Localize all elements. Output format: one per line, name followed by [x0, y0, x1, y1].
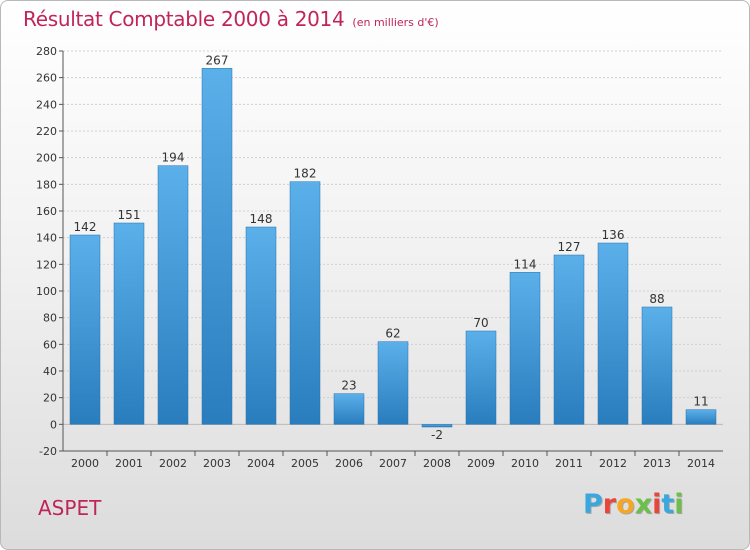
bar-2007: [377, 341, 409, 425]
y-tick-label: 40: [43, 365, 57, 378]
logo-letter: P: [583, 489, 603, 520]
y-tick-label: 60: [43, 338, 57, 351]
y-tick-label: 80: [43, 312, 57, 325]
y-tick-label: -20: [39, 445, 57, 458]
x-axis: 2000 2001 2002 2003 2004 2005 2006 2007 2008 2009…: [63, 450, 723, 470]
x-tick-label-2007: 2007: [379, 457, 407, 470]
value-label-2009: 70: [473, 316, 488, 330]
bar-2013: [641, 306, 673, 425]
x-tick-label-2008: 2008: [423, 457, 451, 470]
bar-2006: [333, 393, 365, 425]
x-tick-label-2010: 2010: [511, 457, 539, 470]
bar-2014: [685, 409, 717, 425]
y-tick-label: 120: [36, 258, 57, 271]
chart-title: Résultat Comptable 2000 à 2014 (en millie…: [23, 7, 439, 31]
value-label-2008: -2: [431, 428, 443, 442]
value-label-2014: 11: [693, 395, 708, 409]
bar-2003: [201, 68, 233, 425]
value-label-2005: 182: [294, 167, 317, 181]
value-label-2007: 62: [385, 327, 400, 341]
y-tick-label: 280: [36, 45, 57, 58]
value-label-2004: 148: [250, 212, 273, 226]
bar-2005: [289, 181, 321, 425]
value-label-2002: 194: [162, 151, 185, 165]
y-tick-label: 160: [36, 205, 57, 218]
y-tick-label: 180: [36, 178, 57, 191]
value-label-2000: 142: [74, 220, 97, 234]
y-tick-label: 0: [50, 418, 57, 431]
x-tick-label-2012: 2012: [599, 457, 627, 470]
y-tick-label: 240: [36, 98, 57, 111]
bar-2010: [509, 272, 541, 425]
x-tick-label-2009: 2009: [467, 457, 495, 470]
value-labels: 142 151 194 267 148 182 23 62 -2 70 114 127 136 88 11: [74, 53, 709, 442]
bar-2000: [69, 234, 101, 425]
value-label-2006: 23: [341, 379, 356, 393]
value-label-2001: 151: [118, 208, 141, 222]
bar-2012: [597, 242, 629, 425]
y-tick-label: 20: [43, 392, 57, 405]
x-tick-label-2005: 2005: [291, 457, 319, 470]
value-label-2012: 136: [602, 228, 625, 242]
logo-letter: r: [602, 489, 617, 520]
y-axis: -20 0 20 40 60 80 100 120 140 160 180 200 220 240 260 2…: [36, 45, 64, 458]
value-label-2010: 114: [514, 257, 537, 271]
bar-2011: [553, 254, 585, 425]
x-tick-label-2011: 2011: [555, 457, 583, 470]
x-tick-label-2004: 2004: [247, 457, 275, 470]
bar-2002: [157, 165, 189, 425]
bar-2008: [421, 424, 453, 428]
chart-subtitle: (en milliers d'€): [352, 16, 439, 29]
y-tick-label: 100: [36, 285, 57, 298]
x-tick-label-2013: 2013: [643, 457, 671, 470]
y-tick-label: 260: [36, 72, 57, 85]
logo-letter: o: [616, 489, 635, 520]
commune-name: ASPET: [38, 496, 102, 520]
value-label-2003: 267: [206, 53, 229, 67]
y-tick-label: 200: [36, 152, 57, 165]
logo-letter: i: [674, 489, 684, 520]
bar-2001: [113, 222, 145, 425]
logo-letter: i: [652, 489, 662, 520]
logo-letter: t: [661, 489, 675, 520]
x-tick-label-2014: 2014: [687, 457, 715, 470]
x-tick-label-2006: 2006: [335, 457, 363, 470]
bar-2009: [465, 330, 497, 425]
value-label-2011: 127: [558, 240, 581, 254]
proxiti-logo: Proxiti: [583, 489, 684, 520]
logo-letter: x: [634, 489, 653, 520]
x-tick-label-2002: 2002: [159, 457, 187, 470]
value-label-2013: 88: [649, 292, 664, 306]
chart-title-text: Résultat Comptable 2000 à 2014: [23, 7, 345, 31]
x-tick-label-2000: 2000: [71, 457, 99, 470]
y-tick-label: 220: [36, 125, 57, 138]
bars: [69, 68, 717, 428]
bar-2004: [245, 226, 277, 425]
x-tick-label-2003: 2003: [203, 457, 231, 470]
x-tick-label-2001: 2001: [115, 457, 143, 470]
y-tick-label: 140: [36, 232, 57, 245]
